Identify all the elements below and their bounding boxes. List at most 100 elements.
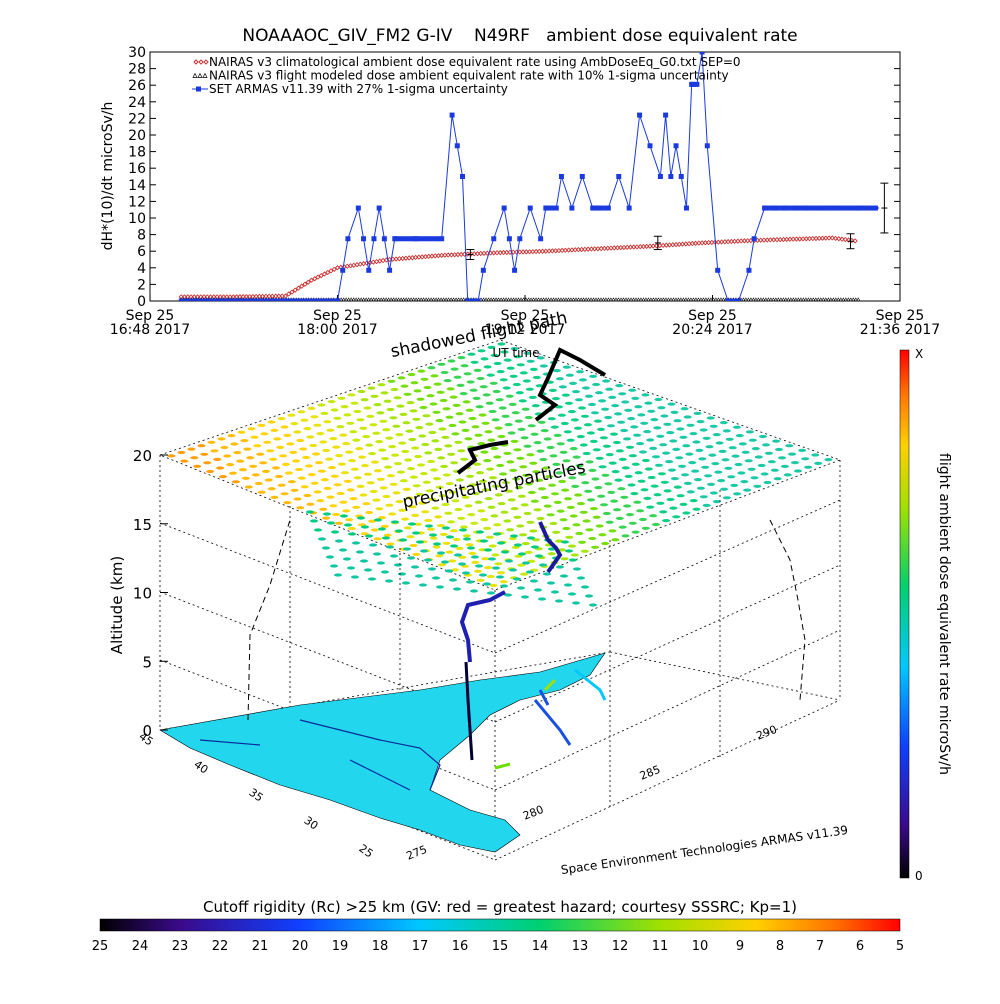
series-point [465,298,471,301]
dose-cell [621,466,630,470]
series-point [771,237,777,243]
dose-cell [554,405,563,409]
latitude-tick-label: 25 [357,842,376,861]
dose-cell [650,484,659,488]
y-axis-label: dH*(10)/dt microSv/h [100,102,116,251]
series-point [381,236,387,242]
series-point [810,235,816,242]
series-point [753,297,758,301]
dose-cell [518,552,526,556]
legend-label: NAIRAS v3 climatological ambient dose eq… [209,55,741,69]
series-point [448,297,454,301]
dose-cell [568,592,576,596]
dose-cell [497,541,505,545]
colorbar-bottom-label: 0 [915,869,923,883]
series-point [806,236,813,242]
cutoff-tick-label: 21 [252,939,269,954]
dose-cell [487,345,496,349]
flight-track-high-altitude [456,347,607,475]
series-point [623,297,629,301]
dose-cell [487,438,496,442]
series-point [800,236,806,242]
dose-cell [422,414,431,418]
dose-cell [451,499,460,503]
dose-cell [378,516,387,520]
dose-cell [445,415,454,419]
dose-cell [422,480,431,484]
cutoff-tick-label: 17 [412,939,429,954]
dose-cell [478,479,487,483]
series-point [862,205,867,211]
cutoff-tick-label: 20 [292,939,309,954]
series-point [443,297,449,301]
dose-cell [646,505,655,509]
series-point [599,205,604,211]
dose-cell [525,482,533,486]
dose-cell [529,367,538,371]
series-point [256,298,261,301]
dose-cell [363,472,372,476]
cutoff-tick-label: 5 [896,939,904,954]
series-point [500,249,507,256]
series-point [603,297,609,301]
dose-cell [614,478,623,482]
dose-cell [565,549,573,553]
dose-cell [263,440,272,444]
series-point [848,297,853,301]
series-point [376,205,382,211]
series-point [428,236,432,242]
dose-cell [418,434,427,438]
series-point [404,297,409,301]
series-point [698,297,704,301]
series-point [292,287,298,293]
dose-cell [465,408,474,412]
dose-cell [597,494,606,498]
dose-cell [293,497,302,501]
dose-cell [727,475,736,479]
dose-cell [513,448,522,452]
dose-cell [229,471,237,475]
series-point [422,236,427,242]
dose-cell [608,461,617,465]
series-point [328,268,334,274]
dose-cell [359,493,368,497]
cutoff-tick-label: 11 [652,939,669,954]
series-point [666,297,671,301]
series-point [416,236,421,242]
dose-cell [424,518,433,523]
dose-cell [610,432,618,436]
series-point [637,112,643,118]
series-point [433,297,439,301]
dose-cell [492,566,500,570]
dose-cell [750,476,759,480]
dose-cell [441,502,450,507]
series-point [282,293,289,299]
series-point [414,297,419,301]
dose-cell [640,421,649,425]
cutoff-rigidity-scale: Cutoff rigidity (Rc) >25 km (GV: red = g… [92,898,904,954]
series-point [842,205,846,211]
dose-cell [704,474,713,478]
series-point [518,297,524,301]
series-point [573,297,579,301]
dose-cell [412,417,421,421]
series-point [598,297,604,301]
series-point [859,205,864,211]
series-point [361,297,366,301]
dose-cell [524,550,533,555]
series-point [329,298,334,301]
series-point [521,297,526,301]
dose-cell [487,591,495,595]
dose-cell [449,578,457,582]
series-point [326,298,331,301]
dose-cell [592,448,601,452]
dose-cell [356,550,364,554]
dose-cell [653,426,662,430]
dose-cell [496,463,505,468]
series-point [718,297,724,301]
dose-cell [589,439,598,443]
y-tick-label: 26 [128,78,146,94]
dose-cell [378,527,386,531]
series-point [496,297,501,301]
